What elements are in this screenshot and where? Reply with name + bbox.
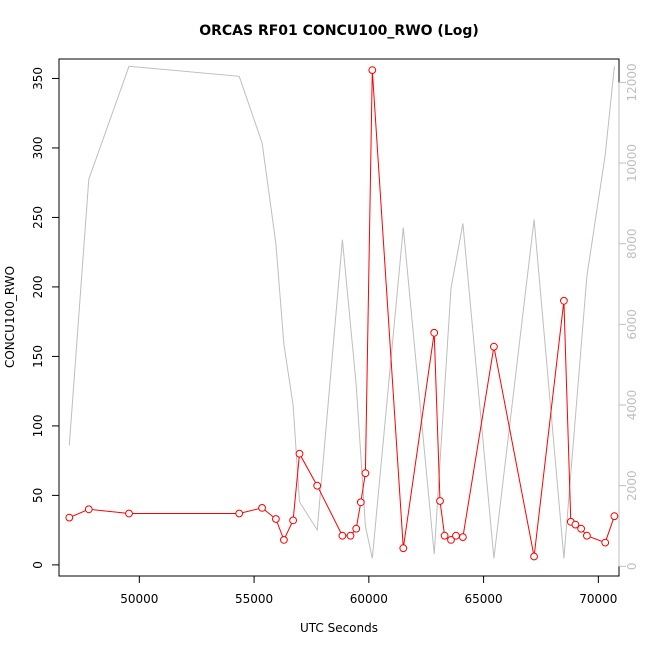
data-point: [65, 513, 74, 522]
data-point: [338, 531, 347, 540]
x-axis-label: UTC Seconds: [300, 621, 378, 635]
data-point: [560, 296, 568, 305]
y-axis-left: 0 50 100 150 200 250 300 350: [31, 67, 60, 569]
y-axis-right: 0 2000 4000 6000 8000 10000 12000: [618, 63, 639, 571]
x-tick-label: 65000: [464, 592, 502, 606]
y-axis-label: CONCU100_RWO: [3, 266, 17, 368]
y2-tick-label: 0: [625, 563, 639, 571]
y2-tick-label: 4000: [625, 390, 639, 421]
data-point: [601, 538, 610, 547]
series-line-right: [68, 65, 615, 559]
data-point: [490, 342, 498, 351]
y2-tick-label: 2000: [625, 470, 639, 501]
y-tick-label: 300: [31, 136, 45, 159]
data-point: [289, 516, 298, 525]
data-point: [459, 533, 467, 541]
series-line-left: [69, 70, 615, 557]
series-right: [68, 65, 615, 559]
data-point: [125, 509, 133, 518]
data-point: [280, 536, 288, 544]
data-point: [447, 536, 455, 544]
y2-tick-label: 6000: [625, 309, 639, 340]
x-tick-label: 60000: [350, 592, 388, 606]
x-tick-label: 50000: [120, 592, 158, 606]
data-point: [295, 449, 304, 458]
y-tick-label: 50: [31, 488, 45, 503]
y2-tick-label: 8000: [625, 228, 639, 259]
y2-tick-label: 12000: [625, 63, 639, 101]
data-point: [452, 531, 460, 540]
data-point: [583, 531, 591, 540]
x-tick-label: 55000: [235, 592, 273, 606]
data-point: [610, 512, 619, 521]
data-point: [577, 524, 585, 533]
data-point: [571, 520, 580, 529]
data-point: [313, 481, 322, 490]
data-point: [399, 544, 408, 553]
series-left: [65, 66, 619, 561]
chart-title: ORCAS RF01 CONCU100_RWO (Log): [199, 23, 479, 39]
y-tick-label: 150: [31, 345, 45, 368]
data-point: [361, 469, 370, 478]
y-tick-label: 0: [31, 561, 45, 569]
data-point: [440, 531, 449, 540]
data-point: [356, 498, 365, 507]
data-point: [352, 524, 361, 533]
data-point: [272, 515, 280, 523]
data-point: [368, 66, 377, 74]
y-tick-label: 350: [31, 67, 45, 90]
y-tick-label: 100: [31, 414, 45, 437]
y-tick-label: 200: [31, 275, 45, 298]
plot-area-box: [58, 58, 620, 577]
data-point: [346, 531, 355, 540]
x-axis: 50000 55000 60000 65000 70000: [120, 575, 617, 606]
data-point: [530, 552, 538, 561]
data-point: [84, 505, 93, 514]
y2-tick-label: 10000: [625, 144, 639, 182]
x-tick-label: 70000: [579, 592, 617, 606]
data-point: [235, 509, 244, 518]
y-tick-label: 250: [31, 206, 45, 229]
data-point: [258, 504, 267, 512]
data-point: [436, 497, 444, 505]
data-point: [430, 328, 439, 337]
